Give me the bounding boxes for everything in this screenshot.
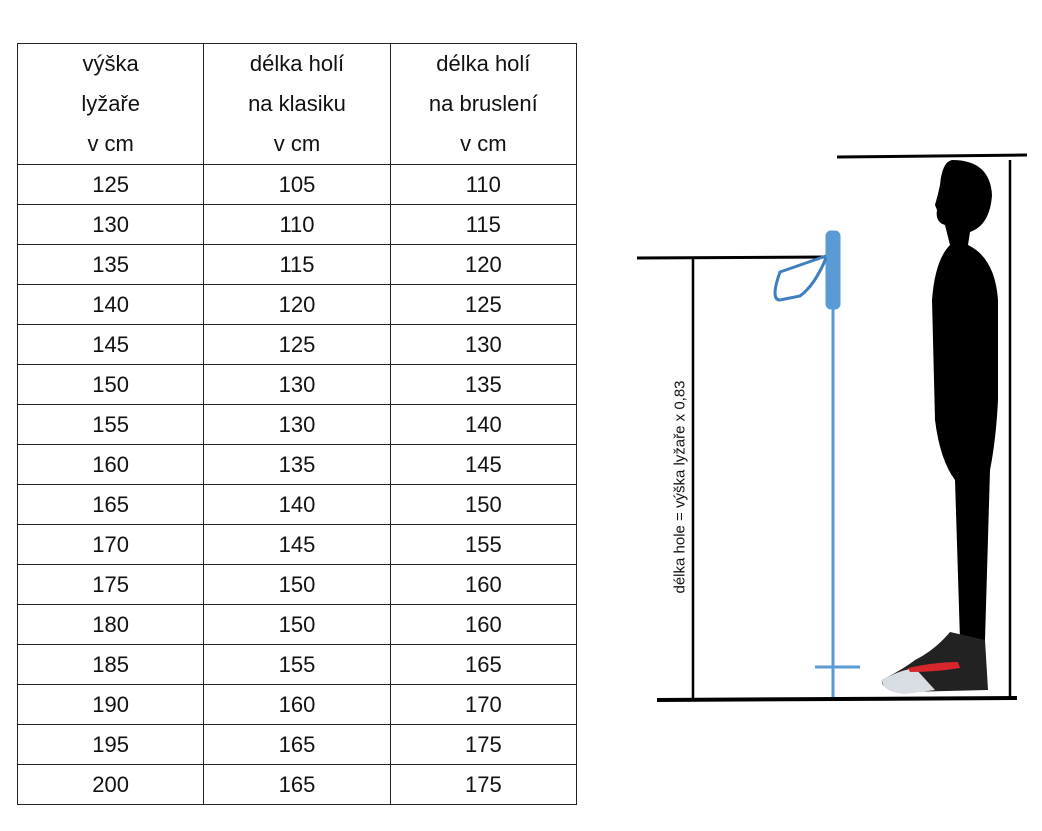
table-cell: 160 [16,444,205,485]
pole-length-table: výška lyžaře v cm délka holí na klasiku v cm d… [16,43,578,805]
table-row: 180 150 160 [16,604,578,645]
skier-silhouette [881,160,998,694]
header-line: v cm [87,131,134,156]
table-cell: 155 [16,404,205,445]
table-cell: 170 [389,684,578,725]
header-line: lyžaře [81,91,140,116]
table-cell: 145 [389,444,578,485]
formula-label: délka hole = výška lyžaře x 0,83 [671,380,689,594]
table-cell: 150 [203,604,391,645]
table-row: 175 150 160 [16,564,578,605]
table-cell: 175 [389,724,578,765]
table-cell: 130 [203,364,391,405]
table-cell: 120 [389,244,578,285]
table-cell: 150 [16,364,205,405]
column-header: výška lyžaře v cm [16,43,205,165]
table-cell: 170 [16,524,205,565]
table-row: 160 135 145 [16,444,578,485]
table-row: 170 145 155 [16,524,578,565]
table-cell: 110 [389,164,578,205]
table-cell: 150 [203,564,391,605]
column-header: délka holí na bruslení v cm [389,43,578,165]
table-cell: 200 [16,764,205,805]
table-cell: 160 [389,564,578,605]
table-cell: 135 [389,364,578,405]
header-line: délka holí [249,51,345,76]
table-row: 190 160 170 [16,684,578,725]
table-cell: 115 [389,204,578,245]
table-cell: 160 [203,684,391,725]
table-cell: 195 [16,724,205,765]
header-line: výška [82,51,139,76]
table-cell: 125 [389,284,578,325]
table-cell: 135 [16,244,205,285]
table-row: 150 130 135 [16,364,578,405]
header-line: na bruslení [428,91,538,116]
header-line: na klasiku [248,91,346,116]
table-row: 195 165 175 [16,724,578,765]
header-line: v cm [460,131,507,156]
table-row: 135 115 120 [16,244,578,285]
header-line: délka holí [436,51,531,76]
table-cell: 120 [203,284,391,325]
table-cell: 130 [16,204,205,245]
table-cell: 150 [389,484,578,525]
table-cell: 165 [203,764,391,805]
table-cell: 140 [16,284,205,325]
table-cell: 180 [16,604,205,645]
table-cell: 175 [389,764,578,805]
header-line: v cm [273,131,321,156]
table-cell: 125 [203,324,391,365]
table-cell: 145 [16,324,205,365]
table-cell: 140 [203,484,391,525]
ski-pole [773,230,860,697]
table-cell: 155 [389,524,578,565]
measurement-lines [636,153,1028,702]
table-cell: 190 [16,684,205,725]
table-row: 140 120 125 [16,284,578,325]
table-row: 200 165 175 [16,764,578,805]
